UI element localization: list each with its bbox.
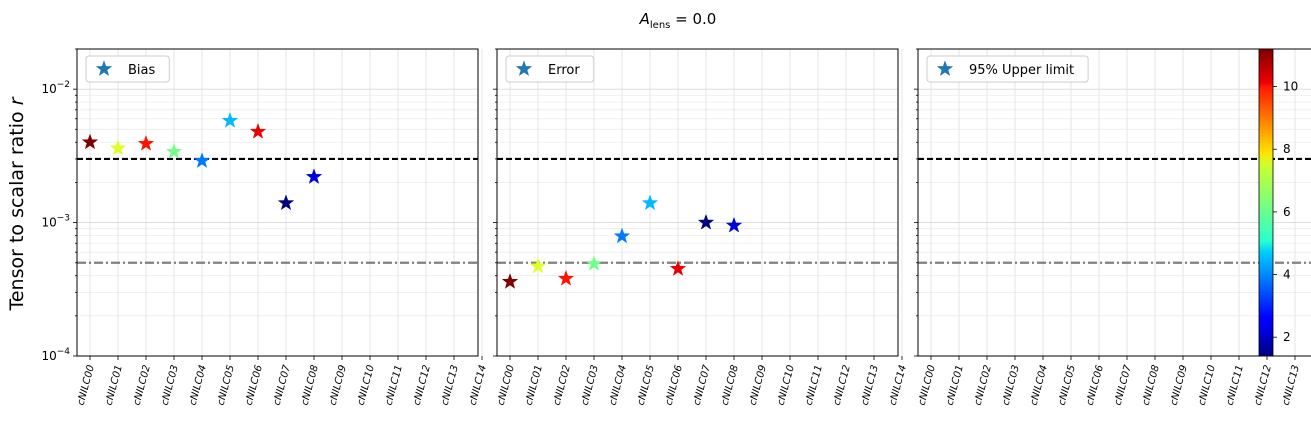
x-tick-label: cNILC08	[720, 364, 741, 407]
x-tick-label: cNILC04	[188, 364, 209, 407]
grid	[497, 48, 903, 357]
data-point	[669, 260, 687, 276]
data-point	[585, 255, 603, 272]
grid	[918, 48, 1311, 357]
colorbar-tick-label: 6	[1283, 205, 1291, 219]
x-tick-label: cNILC03	[1001, 364, 1022, 407]
legend-box	[85, 55, 170, 83]
x-tick-label: cNILC13	[440, 364, 461, 407]
y-tick-label: 10−3	[41, 214, 70, 230]
y-axis-label: Tensor to scalar ratio r	[6, 96, 28, 311]
colorbar-tick-label: 2	[1283, 330, 1291, 344]
colorbar-tick-label: 4	[1283, 268, 1291, 282]
x-tick-label: cNILC13	[860, 364, 881, 407]
panel-3: cNILC00 cNILC01 cNILC02 cNILC03 cNILC04 cNILC…	[914, 48, 1311, 407]
legend-box	[926, 55, 1089, 83]
legend-label: Bias	[128, 63, 155, 78]
x-tick-label: cNILC14	[468, 364, 489, 407]
x-tick-label: cNILC06	[664, 364, 685, 407]
x-tick-label: cNILC02	[132, 364, 153, 407]
colorbar: 2 4 6 8 10	[1258, 48, 1298, 357]
panel-1: 10−4 10−3 10−2 cNILC00 cNILC01 cNILC02 cNILC03…	[41, 48, 489, 407]
legend: Bias	[85, 55, 170, 83]
x-tick-label: cNILC09	[1169, 364, 1190, 407]
legend: Error	[505, 55, 595, 83]
x-tick-label: cNILC01	[524, 364, 545, 407]
axes-frame	[76, 48, 479, 357]
legend: 95% Upper limit	[926, 55, 1089, 83]
x-tick-label: cNILC12	[1253, 364, 1274, 407]
colorbar-tick-label: 8	[1283, 142, 1291, 156]
x-tick-label: cNILC07	[272, 363, 293, 406]
x-tick-label: cNILC01	[104, 364, 125, 407]
x-tick-label: cNILC13	[1281, 364, 1302, 407]
data-point	[529, 257, 547, 274]
data-point	[165, 142, 183, 159]
data-point	[193, 152, 211, 168]
x-tick-label: cNILC03	[580, 364, 601, 407]
figure-title: Alens = 0.0	[639, 10, 717, 31]
data-point	[305, 168, 323, 184]
x-tick-label: cNILC00	[496, 364, 517, 407]
data-point	[221, 111, 239, 128]
panel-2: cNILC00 cNILC01 cNILC02 cNILC03 cNILC04 cNILC…	[493, 48, 909, 407]
axes-frame	[496, 48, 899, 357]
x-tick-label: cNILC08	[1141, 364, 1162, 407]
x-tick-label: cNILC10	[776, 364, 797, 407]
x-tick-label: cNILC09	[748, 364, 769, 407]
legend-box	[505, 55, 595, 83]
x-tick-label: cNILC11	[804, 364, 825, 407]
x-tick-label: cNILC03	[160, 364, 181, 407]
x-tick-label: cNILC04	[608, 364, 629, 407]
data-point	[501, 273, 519, 289]
x-tick-label: cNILC10	[1197, 364, 1218, 407]
y-tick-label: 10−2	[41, 80, 70, 96]
legend-star-icon	[515, 60, 533, 77]
x-tick-label: cNILC10	[356, 364, 377, 407]
axes-frame	[917, 48, 1311, 357]
x-tick-label: cNILC12	[412, 364, 433, 407]
data-point	[697, 213, 715, 230]
data-point	[641, 194, 659, 211]
data-point	[277, 194, 295, 211]
x-tick-label: cNILC00	[76, 364, 97, 407]
x-tick-label: cNILC06	[244, 364, 265, 407]
legend-label: Error	[548, 63, 580, 78]
grid	[77, 48, 483, 357]
x-tick-label: cNILC04	[1029, 364, 1050, 407]
x-tick-label: cNILC11	[1225, 364, 1246, 407]
legend-star-icon	[936, 60, 954, 77]
data-point	[109, 139, 127, 156]
x-tick-label: cNILC09	[328, 364, 349, 407]
data-point	[725, 216, 743, 233]
x-tick-label: cNILC07	[692, 363, 713, 406]
colorbar-gradient	[1258, 48, 1274, 357]
legend-star-icon	[95, 60, 113, 77]
x-tick-label: cNILC06	[1085, 364, 1106, 407]
x-tick-label: cNILC14	[888, 364, 909, 407]
x-tick-label: cNILC05	[1057, 364, 1078, 407]
legend-label: 95% Upper limit	[969, 63, 1074, 78]
x-tick-label: cNILC02	[973, 364, 994, 407]
colorbar-tick-label: 10	[1283, 80, 1298, 94]
y-tick-label: 10−4	[41, 347, 70, 363]
x-tick-label: cNILC00	[917, 364, 938, 407]
x-tick-label: cNILC01	[945, 364, 966, 407]
data-point	[557, 269, 575, 286]
x-tick-label: cNILC08	[300, 364, 321, 407]
data-point	[613, 227, 631, 244]
x-tick-label: cNILC12	[832, 364, 853, 407]
data-point	[137, 134, 155, 151]
x-tick-label: cNILC05	[636, 364, 657, 407]
data-point	[249, 122, 267, 139]
x-tick-label: cNILC11	[384, 364, 405, 407]
x-tick-label: cNILC07	[1113, 363, 1134, 406]
x-tick-label: cNILC02	[552, 364, 573, 407]
x-tick-label: cNILC05	[216, 364, 237, 407]
data-point	[81, 133, 99, 150]
